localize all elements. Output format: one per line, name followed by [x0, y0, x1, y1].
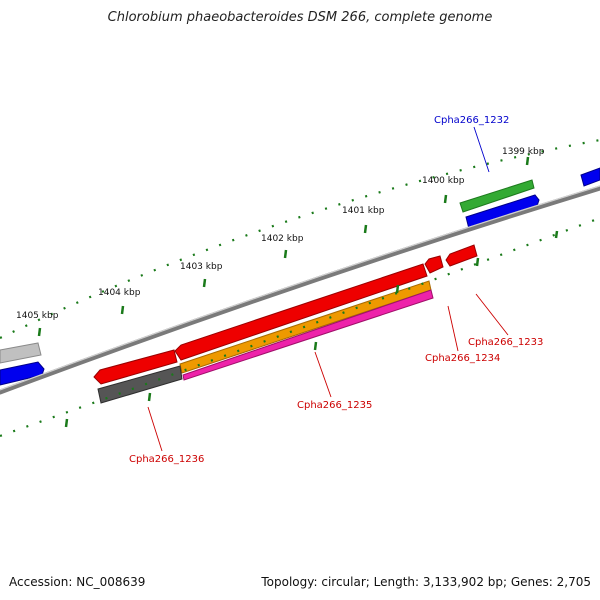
tick-1399	[525, 156, 530, 166]
tick-1400	[443, 194, 448, 204]
gene-label-cpha266-1235[interactable]: Cpha266_1235	[297, 400, 372, 411]
tick-1403	[202, 278, 207, 288]
gene-label-cpha266-1233[interactable]: Cpha266_1233	[468, 337, 543, 348]
leader-cpha266-1235	[314, 351, 332, 398]
inner-tick-2	[475, 257, 480, 267]
gene-label-cpha266-1234[interactable]: Cpha266_1234	[425, 353, 500, 364]
gene-labels: Cpha266_1232 Cpha266_1233 Cpha266_1234 C…	[129, 115, 543, 465]
map-title: Chlorobium phaeobacteroides DSM 266, com…	[107, 10, 493, 25]
gene-forward-blue-3[interactable]	[0, 361, 45, 386]
genome-summary-text: Topology: circular; Length: 3,133,902 bp…	[261, 575, 591, 589]
inner-tick-1	[554, 230, 559, 239]
gene-cpha266-1232[interactable]	[459, 179, 535, 213]
tick-label-1401: 1401 kbp	[342, 206, 385, 216]
inner-tick-5	[147, 392, 152, 402]
genome-backbone-highlight	[0, 185, 600, 391]
gene-label-cpha266-1232[interactable]: Cpha266_1232	[434, 115, 509, 126]
gene-cpha266-1235[interactable]	[182, 289, 434, 381]
tick-1402	[283, 249, 288, 259]
leader-lines	[147, 126, 509, 452]
leader-cpha266-1232	[473, 126, 490, 173]
leader-cpha266-1233	[475, 293, 509, 336]
gene-forward-gray[interactable]	[0, 342, 42, 364]
leader-cpha266-1234	[447, 305, 459, 352]
gene-cpha266-1234[interactable]	[424, 255, 444, 274]
tick-1401	[363, 224, 368, 234]
tick-labels: 1399 kbp 1400 kbp 1401 kbp 1402 kbp 1403…	[16, 147, 545, 321]
forward-strand-genes	[0, 167, 600, 386]
outer-tick-track	[0, 138, 600, 339]
gene-cpha266-1234-orange[interactable]	[179, 280, 432, 374]
inner-tick-4	[313, 341, 318, 351]
tick-label-1403: 1403 kbp	[180, 262, 223, 272]
tick-label-1400: 1400 kbp	[422, 176, 465, 186]
tick-1404	[120, 305, 125, 315]
tick-label-1399: 1399 kbp	[502, 147, 545, 157]
tick-label-1405: 1405 kbp	[16, 311, 59, 321]
tick-label-1402: 1402 kbp	[261, 234, 304, 244]
gene-red-left[interactable]	[93, 349, 178, 385]
inner-tick-3	[395, 284, 400, 294]
tick-label-1404: 1404 kbp	[98, 288, 141, 298]
tick-1405	[37, 327, 42, 337]
inner-tick-track	[0, 216, 600, 438]
inner-tick-6	[64, 418, 69, 428]
gene-label-cpha266-1236[interactable]: Cpha266_1236	[129, 454, 204, 465]
reverse-strand-genes	[93, 244, 478, 404]
gene-forward-blue-2[interactable]	[580, 167, 600, 187]
gene-red-long[interactable]	[174, 263, 428, 361]
genome-backbone	[0, 185, 600, 395]
gene-cpha266-1233[interactable]	[445, 244, 478, 267]
outer-tick-dots	[0, 138, 600, 339]
leader-cpha266-1236	[147, 406, 163, 452]
accession-text: Accession: NC_008639	[9, 575, 146, 589]
